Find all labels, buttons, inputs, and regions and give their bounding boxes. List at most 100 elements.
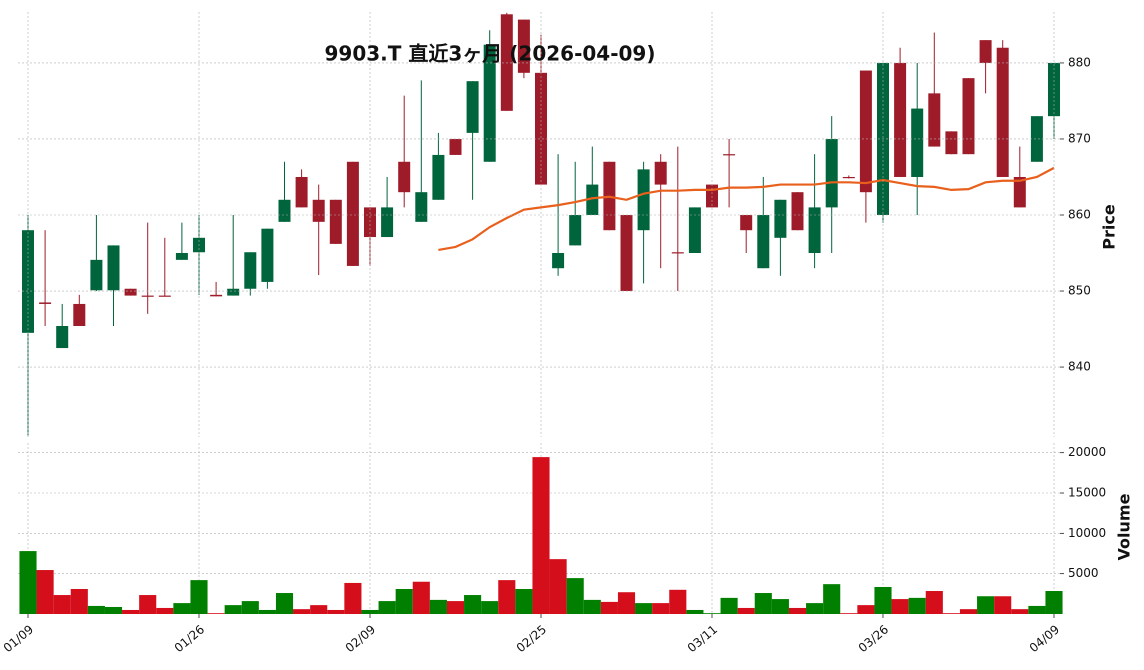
candle-body (654, 161, 667, 185)
volume-bar (70, 588, 88, 614)
candle-body (432, 154, 445, 200)
volume-bar (600, 601, 618, 614)
volume-bar (925, 591, 943, 614)
candle-body (1030, 116, 1043, 162)
volume-bar (686, 609, 704, 614)
volume-bar (891, 599, 909, 614)
candle-body (227, 288, 240, 296)
x-tick-label: 01/09 (1, 622, 36, 655)
candle-body (73, 303, 86, 326)
candle-body (517, 19, 530, 73)
candle-body (757, 214, 770, 269)
candle-body (894, 62, 907, 177)
y-tick-label: 5000 (1068, 566, 1099, 580)
volume-bar (1011, 609, 1029, 614)
volume-bar (617, 592, 636, 614)
volume-bar (566, 578, 584, 614)
volume-bar (224, 605, 242, 614)
volume-bar (549, 559, 567, 614)
volume-bar (703, 613, 721, 614)
volume-bar (959, 609, 978, 614)
candle-body (107, 245, 120, 291)
volume-bar (310, 605, 328, 614)
candle-body (1013, 176, 1026, 208)
candle-body (141, 295, 154, 297)
y-axis-label: Price (1100, 204, 1119, 250)
volume-bar (806, 603, 824, 614)
candle-body (911, 108, 924, 177)
volume-bar (635, 603, 653, 614)
candle-body (928, 93, 941, 147)
x-tick-label: 02/25 (514, 622, 549, 655)
volume-bar (481, 601, 499, 614)
candle-body (723, 154, 736, 156)
volume-bar (190, 580, 208, 614)
moving-average-line (438, 166, 1055, 252)
y-tick-label: 15000 (1068, 486, 1106, 500)
volume-bar (464, 595, 482, 614)
candle-body (295, 176, 308, 208)
candle-body (620, 214, 633, 292)
y-tick-label: 850 (1068, 284, 1091, 298)
volume-bar (395, 588, 413, 614)
volume-bar (771, 599, 789, 614)
volume-bar (327, 609, 345, 614)
candle-body (483, 44, 496, 162)
candle-body (774, 199, 787, 238)
volume-bar (429, 599, 447, 614)
candle-body (791, 192, 804, 231)
candle-body (261, 228, 274, 282)
candle-body (175, 253, 188, 260)
volume-bar (139, 595, 157, 614)
candle-body (381, 207, 394, 238)
candle-body (825, 138, 838, 208)
candle-body (329, 199, 342, 244)
y-tick-label: 870 (1068, 131, 1091, 145)
volume-bar (669, 589, 687, 614)
candle-body (500, 14, 513, 111)
candle-body (398, 161, 411, 193)
volume-bar (173, 603, 191, 614)
volume-bar (754, 593, 772, 614)
y-tick-label: 860 (1068, 207, 1091, 221)
volume-bar (515, 588, 533, 614)
volume-bar (720, 597, 738, 614)
candle-body (740, 214, 753, 231)
volume-bar (275, 593, 294, 614)
candle-body (158, 295, 171, 297)
volume-bar (840, 613, 858, 614)
y-tick-label: 880 (1068, 55, 1091, 69)
candle-body (586, 184, 599, 215)
candle-body (90, 259, 103, 291)
volume-bar (412, 581, 430, 614)
volume-bar (241, 601, 259, 614)
volume-bar (1028, 605, 1046, 614)
volume-bar (994, 596, 1012, 614)
candle-body (859, 70, 872, 193)
candle-body (449, 138, 462, 155)
x-tick-label: 03/26 (856, 622, 891, 655)
candle-body (671, 252, 684, 254)
volume-bar (498, 580, 516, 614)
volume-bar (652, 603, 670, 614)
y-tick-label: 840 (1068, 360, 1091, 374)
volume-bar (258, 609, 276, 614)
volume-bar (874, 586, 892, 614)
candle-body (39, 302, 52, 304)
volume-bar (293, 609, 311, 614)
candle-body (124, 288, 137, 296)
price-plot (22, 12, 1060, 436)
candle-body (466, 81, 479, 133)
volume-bar (53, 595, 71, 614)
candle-body (808, 207, 821, 254)
candle-body (637, 169, 650, 231)
x-tick-label: 02/09 (343, 622, 378, 655)
volume-bar (446, 601, 465, 614)
x-tick-label: 04/09 (1027, 622, 1062, 655)
candle-body (842, 176, 855, 179)
volume-bar (19, 551, 37, 614)
candle-body (346, 161, 359, 266)
volume-bar (207, 613, 225, 614)
y-axis-label: Volume (1115, 493, 1134, 560)
